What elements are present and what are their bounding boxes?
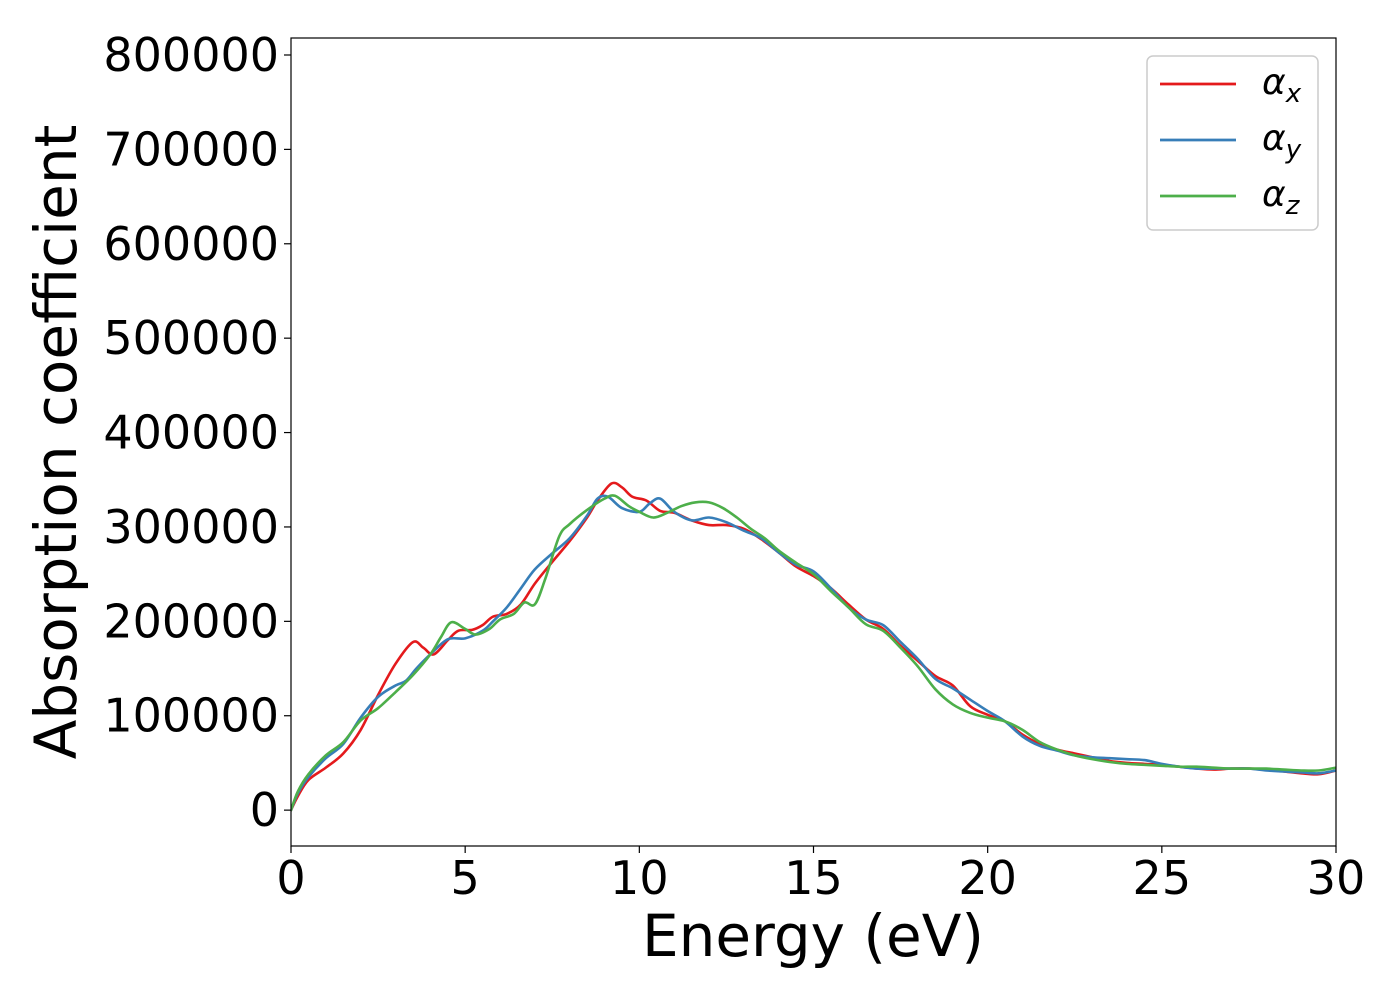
x-tick-label: 5 [451, 851, 480, 905]
y-tick-label: 100000 [103, 689, 279, 743]
y-tick-label: 200000 [103, 594, 279, 648]
y-tick-label: 0 [250, 783, 279, 837]
y-tick-label: 300000 [103, 500, 279, 554]
x-tick-label: 20 [958, 851, 1017, 905]
series-layer [291, 481, 1336, 812]
legend: αx αy αz [1146, 55, 1319, 231]
y-tick-label: 700000 [103, 122, 279, 176]
y-tick-label: 400000 [103, 406, 279, 460]
x-tick-label: 30 [1307, 851, 1366, 905]
x-tick-label: 15 [784, 851, 843, 905]
series-line-alpha-z [291, 494, 1336, 812]
y-axis-title: Absorption coefficient [22, 125, 90, 760]
y-tick-label: 800000 [103, 28, 279, 82]
x-tick-label: 10 [610, 851, 669, 905]
series-line-alpha-y [291, 494, 1336, 812]
legend-label: αx [1262, 62, 1302, 109]
x-tick-label: 0 [276, 851, 305, 905]
legend-box [1146, 55, 1319, 231]
x-axis-ticks: 0 5 10 15 20 25 30 [276, 846, 1365, 905]
y-axis-ticks: 0 100000 200000 300000 400000 500000 600000 700… [103, 28, 291, 837]
x-tick-label: 25 [1133, 851, 1192, 905]
y-tick-label: 600000 [103, 217, 279, 271]
x-axis-title: Energy (eV) [642, 902, 984, 970]
legend-label: αz [1262, 174, 1301, 221]
y-tick-label: 500000 [103, 311, 279, 365]
legend-label: αy [1262, 118, 1302, 165]
